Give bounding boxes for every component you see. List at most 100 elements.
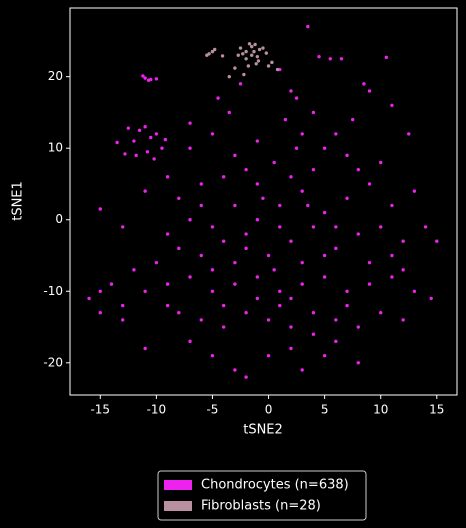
- point: [115, 140, 119, 145]
- x-tick-label: 10: [373, 403, 388, 417]
- legend-label: Chondrocytes (n=638): [201, 478, 349, 493]
- legend-label: Fibroblasts (n=28): [201, 499, 321, 514]
- point: [244, 167, 248, 172]
- point: [255, 218, 260, 222]
- point: [278, 225, 282, 229]
- point: [311, 110, 316, 115]
- point: [199, 203, 203, 208]
- point: [143, 289, 147, 293]
- point: [188, 218, 192, 222]
- point: [328, 57, 332, 61]
- point: [261, 46, 265, 50]
- point: [423, 225, 428, 229]
- point: [429, 296, 433, 301]
- point: [390, 203, 394, 208]
- point: [145, 150, 150, 154]
- point: [236, 53, 240, 57]
- point: [255, 139, 260, 143]
- point: [123, 152, 127, 156]
- point: [143, 346, 147, 351]
- point: [213, 47, 217, 52]
- point: [300, 282, 304, 286]
- point: [367, 282, 372, 286]
- point: [339, 57, 344, 61]
- point: [345, 196, 349, 200]
- point: [154, 260, 159, 265]
- point: [356, 361, 360, 365]
- point: [356, 232, 360, 236]
- point: [143, 76, 147, 80]
- point: [141, 74, 145, 78]
- point: [165, 232, 170, 236]
- point: [345, 289, 349, 293]
- point: [294, 146, 299, 150]
- x-tick-label: -5: [206, 403, 218, 417]
- point: [221, 325, 226, 329]
- y-tick-label: 10: [48, 141, 63, 155]
- point: [188, 339, 192, 344]
- point: [242, 72, 246, 77]
- point: [126, 126, 131, 130]
- point: [134, 153, 138, 158]
- point: [221, 303, 226, 308]
- point: [289, 325, 293, 329]
- point: [165, 175, 170, 179]
- x-tick-label: 5: [321, 403, 329, 417]
- point: [210, 49, 215, 54]
- point: [257, 47, 262, 52]
- point: [362, 82, 366, 86]
- plot-frame: [69, 7, 458, 396]
- point: [390, 253, 394, 258]
- y-tick-label: 0: [55, 212, 63, 226]
- point: [311, 332, 316, 336]
- point: [177, 196, 181, 200]
- point: [255, 54, 260, 59]
- point: [121, 318, 125, 322]
- point: [266, 253, 271, 258]
- point: [435, 239, 439, 243]
- point: [188, 121, 192, 125]
- point: [216, 96, 220, 100]
- point: [289, 175, 293, 179]
- point: [241, 52, 245, 56]
- point: [154, 77, 159, 81]
- x-tick-label: -15: [90, 403, 110, 417]
- point: [121, 303, 125, 308]
- point: [278, 203, 282, 208]
- point: [210, 289, 215, 293]
- point: [278, 303, 282, 308]
- point: [390, 103, 394, 107]
- point: [412, 189, 417, 193]
- point: [188, 275, 192, 279]
- point: [367, 260, 372, 265]
- point: [244, 246, 248, 251]
- point: [317, 54, 321, 59]
- point: [255, 182, 260, 186]
- point: [283, 117, 288, 122]
- point: [254, 62, 258, 66]
- point: [261, 196, 265, 200]
- point: [247, 42, 252, 46]
- point: [165, 303, 170, 308]
- point: [322, 353, 327, 358]
- point: [210, 353, 215, 358]
- point: [149, 135, 153, 140]
- point: [220, 54, 225, 58]
- point: [300, 189, 304, 193]
- point: [98, 207, 102, 211]
- point: [390, 275, 394, 279]
- point: [322, 275, 327, 279]
- point: [98, 289, 102, 293]
- point: [163, 137, 168, 142]
- point: [367, 182, 372, 186]
- point: [244, 311, 248, 315]
- point: [334, 339, 338, 344]
- point: [289, 346, 293, 351]
- point: [401, 268, 405, 272]
- point: [233, 153, 237, 158]
- legend-swatch: [164, 501, 192, 511]
- point: [253, 42, 257, 47]
- legend-box: [157, 470, 367, 521]
